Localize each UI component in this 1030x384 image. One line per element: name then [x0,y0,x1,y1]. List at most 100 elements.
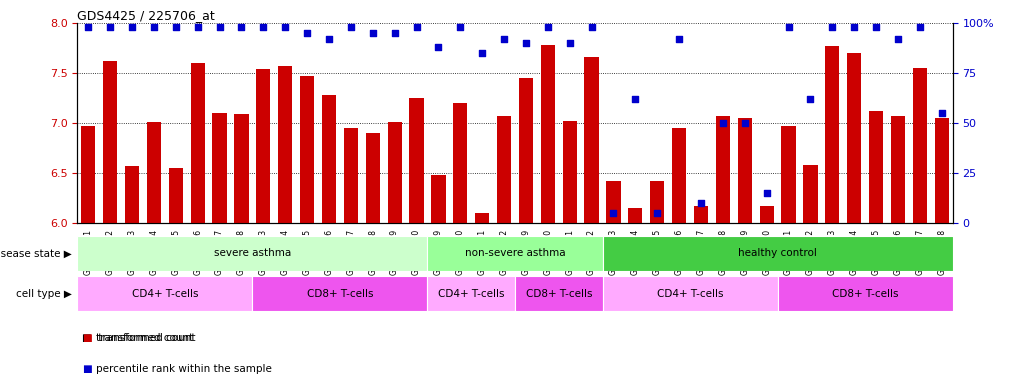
Text: ■  transformed count: ■ transformed count [82,333,196,343]
Bar [778,276,953,311]
Point [255,24,272,30]
Bar [191,63,205,223]
Bar [77,276,252,311]
Text: CD8+ T-cells: CD8+ T-cells [525,289,592,299]
Bar [716,116,730,223]
Text: CD4+ T-cells: CD4+ T-cells [438,289,505,299]
Point [124,24,140,30]
Bar [847,53,861,223]
Bar [519,78,534,223]
Point [386,30,403,36]
Bar [427,236,603,271]
Bar [453,103,468,223]
Point [824,24,840,30]
Text: healthy control: healthy control [739,248,817,258]
Point [452,24,469,30]
Point [890,36,906,42]
Bar [607,181,621,223]
Bar [427,276,515,311]
Text: cell type ▶: cell type ▶ [16,289,72,299]
Point [168,24,184,30]
Point [190,24,206,30]
Bar [252,276,427,311]
Point [736,120,753,126]
Bar [103,61,117,223]
Point [912,24,928,30]
Point [408,24,424,30]
Bar [694,206,709,223]
Bar [759,206,774,223]
Text: disease state ▶: disease state ▶ [0,248,72,258]
Bar [409,98,423,223]
Bar [387,122,402,223]
Text: severe asthma: severe asthma [214,248,291,258]
Bar [869,111,884,223]
Text: percentile rank within the sample: percentile rank within the sample [96,364,272,374]
Point [540,24,556,30]
Bar [344,128,358,223]
Point [518,40,535,46]
Point [868,24,885,30]
Bar [515,276,603,311]
Text: CD4+ T-cells: CD4+ T-cells [132,289,198,299]
Point [431,44,447,50]
Bar [146,122,161,223]
Point [627,96,644,102]
Bar [603,236,953,271]
Text: CD8+ T-cells: CD8+ T-cells [832,289,898,299]
Text: transformed count: transformed count [96,333,193,343]
Point [781,24,797,30]
Bar [541,45,555,223]
Bar [934,118,949,223]
Point [583,24,599,30]
Point [365,30,381,36]
Point [649,210,665,216]
Bar [432,175,446,223]
Text: GDS4425 / 225706_at: GDS4425 / 225706_at [77,9,215,22]
Bar [628,208,643,223]
Bar [891,116,905,223]
Bar [782,126,796,223]
Bar [562,121,577,223]
Point [80,24,97,30]
Point [102,24,118,30]
Point [715,120,731,126]
Bar [650,181,664,223]
Point [320,36,337,42]
Text: CD4+ T-cells: CD4+ T-cells [657,289,723,299]
Point [671,36,687,42]
Point [343,24,359,30]
Bar [913,68,927,223]
Bar [212,113,227,223]
Bar [672,128,686,223]
Bar [603,276,778,311]
Point [474,50,490,56]
Point [561,40,578,46]
Point [758,190,775,196]
Bar [81,126,96,223]
Bar [366,133,380,223]
Point [846,24,862,30]
Bar [169,168,183,223]
Point [145,24,162,30]
Point [299,30,315,36]
Point [277,24,294,30]
Bar [584,57,598,223]
Bar [77,236,427,271]
Bar [475,213,489,223]
Point [933,110,950,116]
Text: ■: ■ [82,333,92,343]
Bar [825,46,839,223]
Point [495,36,512,42]
Bar [256,69,271,223]
Bar [234,114,248,223]
Text: non-severe asthma: non-severe asthma [465,248,565,258]
Point [211,24,228,30]
Bar [125,166,139,223]
Text: ■: ■ [82,364,92,374]
Point [693,200,710,206]
Point [233,24,249,30]
Bar [803,165,818,223]
Point [606,210,622,216]
Bar [300,76,314,223]
